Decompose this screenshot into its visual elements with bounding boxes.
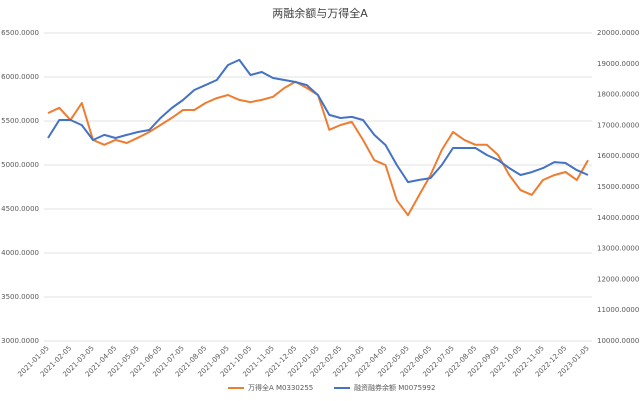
y2-tick-label: 18000.0000 bbox=[597, 91, 639, 99]
y-tick-label: 3000.0000 bbox=[1, 337, 39, 345]
y2-tick-label: 20000.0000 bbox=[597, 29, 639, 37]
y2-tick-label: 15000.0000 bbox=[597, 183, 639, 191]
y-tick-label: 5500.0000 bbox=[1, 117, 39, 125]
y-tick-label: 6000.0000 bbox=[1, 73, 39, 81]
y-tick-label: 4000.0000 bbox=[1, 249, 39, 257]
chart-title: 两融余额与万得全A bbox=[272, 6, 368, 20]
y2-tick-label: 13000.0000 bbox=[597, 245, 639, 253]
y2-tick-label: 11000.0000 bbox=[597, 306, 639, 314]
y-tick-label: 6500.0000 bbox=[1, 29, 39, 37]
y2-tick-label: 14000.0000 bbox=[597, 214, 639, 222]
y2-tick-label: 12000.0000 bbox=[597, 275, 639, 283]
legend-label: 融资融券余额 M0075992 bbox=[354, 383, 435, 392]
y-tick-label: 4500.0000 bbox=[1, 205, 39, 213]
y2-tick-label: 17000.0000 bbox=[597, 121, 639, 129]
y2-tick-label: 19000.0000 bbox=[597, 60, 639, 68]
y2-tick-label: 10000.0000 bbox=[597, 337, 639, 345]
y-tick-label: 3500.0000 bbox=[1, 293, 39, 301]
y-tick-label: 5000.0000 bbox=[1, 161, 39, 169]
legend-label: 万得全A M0330255 bbox=[248, 383, 313, 392]
y2-tick-label: 16000.0000 bbox=[597, 152, 639, 160]
series-line bbox=[47, 80, 589, 217]
series-line bbox=[47, 58, 589, 184]
